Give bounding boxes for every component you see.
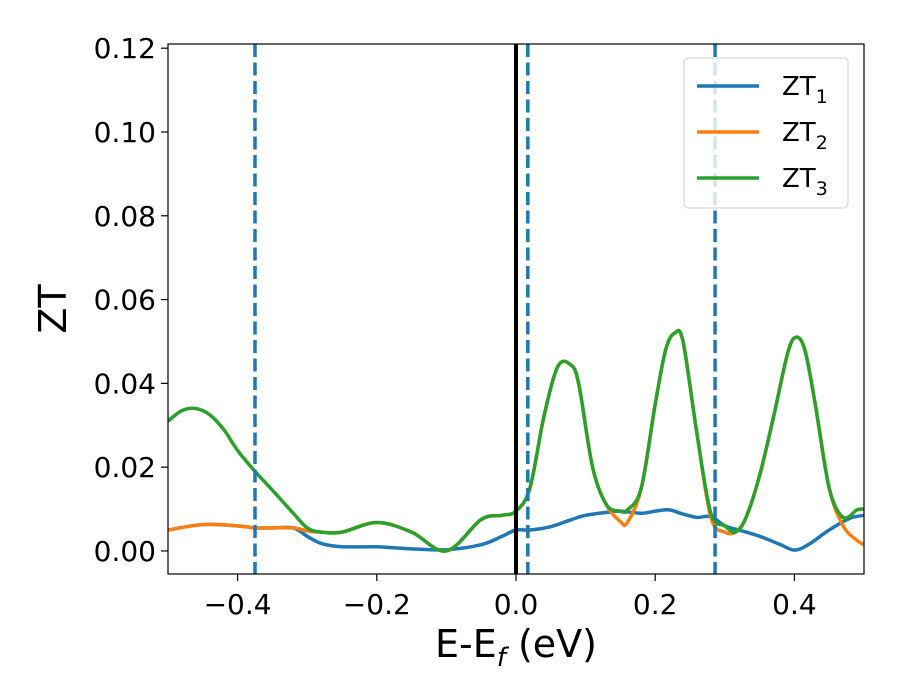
y-tick-label: 0.02 <box>94 451 156 484</box>
y-tick-label: 0.06 <box>94 284 156 317</box>
x-tick-label: 0.2 <box>633 588 678 621</box>
x-tick-label: −0.4 <box>204 588 272 621</box>
legend-label-zt2: ZT2 <box>782 118 828 154</box>
y-tick-label: 0.10 <box>94 116 156 149</box>
y-tick-label: 0.00 <box>94 535 156 568</box>
legend-box <box>683 57 849 209</box>
x-axis-title: E-Ef (eV) <box>435 622 597 673</box>
legend-label-zt1: ZT1 <box>782 72 828 108</box>
y-tick-label: 0.04 <box>94 367 156 400</box>
y-tick-label: 0.12 <box>94 32 156 65</box>
y-tick-label: 0.08 <box>94 200 156 233</box>
x-tick-label: 0.4 <box>772 588 817 621</box>
legend-label-zt3: ZT3 <box>782 164 828 200</box>
y-axis-ticks: 0.00 0.02 0.04 0.06 0.08 0.10 0.12 <box>94 32 168 568</box>
plot-lines <box>168 44 864 574</box>
x-tick-label: 0.0 <box>494 588 539 621</box>
series-zt3-line <box>168 328 864 553</box>
x-axis-ticks: −0.4 −0.2 0.0 0.2 0.4 <box>204 574 817 621</box>
legend: ZT1 ZT2 ZT3 <box>683 57 849 209</box>
series-zt1-line <box>168 508 864 552</box>
x-tick-label: −0.2 <box>343 588 411 621</box>
y-axis-title: ZT <box>31 284 75 334</box>
